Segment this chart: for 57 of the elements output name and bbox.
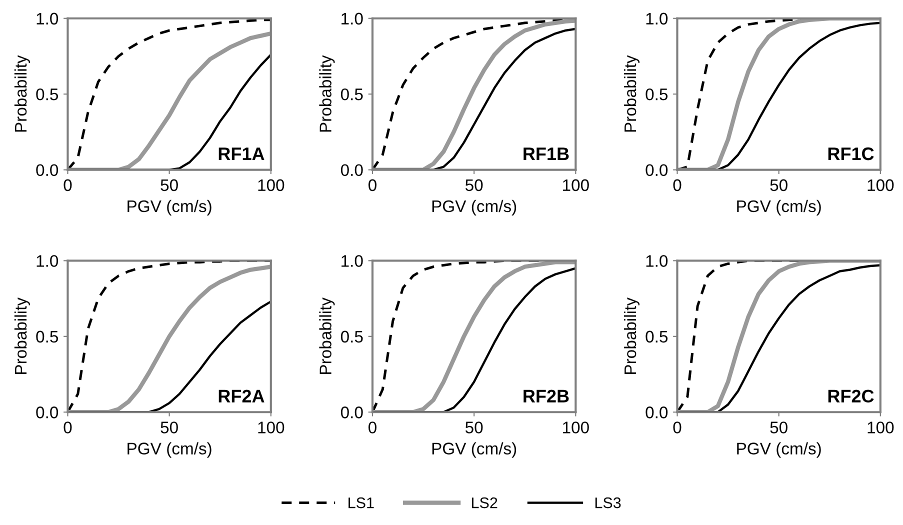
- x-tick-label: 100: [868, 179, 894, 192]
- x-tick-label: 0: [368, 422, 376, 434]
- x-axis-title: PGV (cm/s): [432, 200, 516, 216]
- y-tick-label: 0.0: [36, 164, 58, 176]
- y-tick-label: 1.0: [646, 12, 668, 25]
- y-tick-label: 0.0: [340, 406, 363, 418]
- y-tick-label: 1.0: [342, 255, 363, 267]
- annotation: RF2A: [218, 390, 264, 402]
- x-tick-label: 50: [465, 422, 483, 434]
- x-tick-label: 0: [64, 179, 72, 192]
- y-axis-title: Probability: [14, 55, 30, 132]
- y-axis-title: Probability: [624, 55, 640, 132]
- y-axis-title: Probability: [319, 298, 335, 374]
- x-tick-label: 50: [465, 179, 483, 192]
- x-axis-title: PGV (cm/s): [737, 442, 821, 458]
- annotation: RF2B: [524, 390, 569, 402]
- x-tick-label: 0: [368, 179, 376, 192]
- y-axis-title: Probability: [319, 55, 335, 132]
- x-axis-title: PGV (cm/s): [432, 442, 516, 458]
- y-tick-label: 1.0: [646, 255, 668, 267]
- y-tick-label: 0.5: [340, 330, 363, 343]
- y-axis-title: Probability: [14, 298, 30, 374]
- legend-label: LS2: [472, 497, 498, 508]
- y-tick-label: 1.0: [342, 12, 363, 25]
- y-tick-label: 0.0: [36, 406, 58, 418]
- y-tick-label: 1.0: [36, 12, 58, 25]
- y-axis-title: Probability: [624, 298, 640, 374]
- annotation: RF1C: [828, 147, 874, 160]
- annotation: RF2C: [828, 390, 874, 402]
- x-tick-label: 100: [563, 422, 589, 434]
- x-axis-title: PGV (cm/s): [128, 442, 212, 458]
- annotation: RF1B: [524, 148, 569, 160]
- y-tick-label: 1.0: [36, 255, 58, 267]
- y-tick-label: 0.5: [36, 88, 58, 100]
- legend-label: LS1: [348, 497, 374, 508]
- x-tick-label: 50: [160, 179, 178, 192]
- x-tick-label: 100: [563, 179, 589, 192]
- y-tick-label: 0.5: [340, 88, 363, 100]
- x-tick-label: 50: [770, 422, 788, 434]
- x-tick-label: 50: [770, 179, 788, 192]
- y-tick-label: 0.0: [340, 164, 363, 176]
- y-tick-label: 0.0: [646, 164, 668, 176]
- x-tick-label: 100: [868, 422, 894, 434]
- x-tick-label: 100: [258, 179, 284, 192]
- x-axis-title: PGV (cm/s): [128, 200, 212, 216]
- x-tick-label: 100: [258, 422, 284, 434]
- x-tick-label: 50: [160, 422, 178, 434]
- x-axis-title: PGV (cm/s): [737, 200, 821, 216]
- y-tick-label: 0.0: [646, 406, 668, 418]
- annotation: RF1A: [218, 148, 264, 160]
- y-tick-label: 0.5: [36, 330, 58, 343]
- x-tick-label: 0: [673, 422, 682, 434]
- x-tick-label: 0: [673, 179, 682, 192]
- y-tick-label: 0.5: [646, 88, 668, 100]
- x-tick-label: 0: [64, 422, 72, 434]
- y-tick-label: 0.5: [646, 330, 668, 343]
- legend-label: LS3: [595, 497, 621, 508]
